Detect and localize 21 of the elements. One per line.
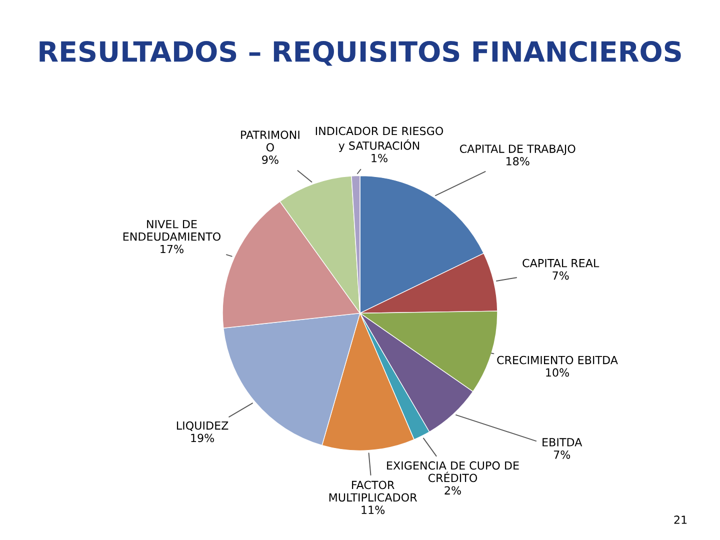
data-label: 9% [262,156,278,164]
slice-label: LIQUIDEZ [176,421,228,431]
data-label: 18% [506,157,530,166]
slice-label: FACTOR MULTIPLICADOR [329,480,417,502]
slice-label: INDICADOR DE RIESGO y SATURACIÓN [316,126,444,152]
data-label: 10% [546,368,569,377]
data-label: 1% [372,154,388,162]
slice-label: CRECIMIENTO EBITDA [497,356,618,364]
text: 21 [674,516,687,524]
slice-label: CAPITAL DE TRABAJO [460,144,576,156]
slice-label: NIVEL DE ENDEUDAMIENTO [123,220,220,241]
data-label: 11% [362,506,385,514]
chart-title: RESULTADOS – REQUISITOS FINANCIEROS [40,41,681,66]
data-label: 2% [444,486,461,495]
slice-label: CAPITAL REAL [522,258,600,268]
data-label: 7% [554,450,570,459]
data-label: 7% [552,271,569,280]
data-label: 17% [160,244,184,254]
slice-label: EBITDA [542,438,582,446]
slice-label: PATRIMONI O [241,130,300,152]
data-label: 19% [191,434,214,442]
